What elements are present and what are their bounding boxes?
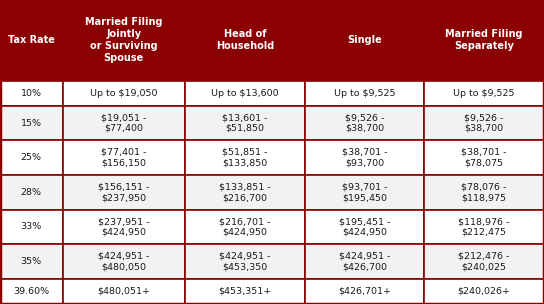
Bar xyxy=(63,0,185,81)
Text: Single: Single xyxy=(347,35,382,45)
Bar xyxy=(185,0,305,81)
Text: Up to $19,050: Up to $19,050 xyxy=(90,89,158,98)
Bar xyxy=(185,279,305,304)
Bar xyxy=(424,81,544,106)
Bar xyxy=(305,0,424,81)
Text: $13,601 -
$51,850: $13,601 - $51,850 xyxy=(222,113,268,133)
Text: Married Filing
Jointly
or Surviving
Spouse: Married Filing Jointly or Surviving Spou… xyxy=(85,17,163,63)
Text: 10%: 10% xyxy=(21,89,42,98)
Bar xyxy=(185,140,305,175)
Text: $19,051 -
$77,400: $19,051 - $77,400 xyxy=(101,113,146,133)
Text: $38,701 -
$93,700: $38,701 - $93,700 xyxy=(342,148,387,168)
Bar xyxy=(0,0,63,81)
Bar xyxy=(305,244,424,279)
Bar xyxy=(424,209,544,244)
Bar xyxy=(0,106,63,140)
Text: Up to $13,600: Up to $13,600 xyxy=(211,89,279,98)
Text: $195,451 -
$424,950: $195,451 - $424,950 xyxy=(339,217,390,237)
Bar xyxy=(63,279,185,304)
Text: $51,851 -
$133,850: $51,851 - $133,850 xyxy=(222,148,268,168)
Text: $424,951 -
$453,350: $424,951 - $453,350 xyxy=(219,252,270,271)
Bar xyxy=(185,106,305,140)
Bar xyxy=(185,209,305,244)
Text: 25%: 25% xyxy=(21,153,42,162)
Bar xyxy=(305,175,424,209)
Bar xyxy=(63,244,185,279)
Text: 15%: 15% xyxy=(21,119,42,128)
Bar xyxy=(63,209,185,244)
Text: $240,026+: $240,026+ xyxy=(458,287,511,296)
Bar xyxy=(185,175,305,209)
Text: Married Filing
Separately: Married Filing Separately xyxy=(446,29,523,51)
Text: $78,076 -
$118,975: $78,076 - $118,975 xyxy=(461,182,507,202)
Text: $9,526 -
$38,700: $9,526 - $38,700 xyxy=(345,113,384,133)
Text: Up to $9,525: Up to $9,525 xyxy=(453,89,515,98)
Text: $118,976 -
$212,475: $118,976 - $212,475 xyxy=(459,217,510,237)
Bar xyxy=(0,279,63,304)
Bar xyxy=(185,81,305,106)
Bar xyxy=(63,175,185,209)
Bar xyxy=(424,106,544,140)
Text: $453,351+: $453,351+ xyxy=(218,287,271,296)
Text: $133,851 -
$216,700: $133,851 - $216,700 xyxy=(219,182,270,202)
Bar xyxy=(424,279,544,304)
Text: Head of
Household: Head of Household xyxy=(215,29,274,51)
Bar xyxy=(185,244,305,279)
Bar xyxy=(305,140,424,175)
Text: 39.60%: 39.60% xyxy=(13,287,50,296)
Bar xyxy=(0,175,63,209)
Bar xyxy=(0,209,63,244)
Bar xyxy=(0,140,63,175)
Bar xyxy=(424,175,544,209)
Text: Up to $9,525: Up to $9,525 xyxy=(333,89,395,98)
Text: $216,701 -
$424,950: $216,701 - $424,950 xyxy=(219,217,270,237)
Text: $9,526 -
$38,700: $9,526 - $38,700 xyxy=(465,113,504,133)
Text: $212,476 -
$240,025: $212,476 - $240,025 xyxy=(459,252,510,271)
Text: $424,951 -
$480,050: $424,951 - $480,050 xyxy=(98,252,150,271)
Text: $237,951 -
$424,950: $237,951 - $424,950 xyxy=(98,217,150,237)
Text: $38,701 -
$78,075: $38,701 - $78,075 xyxy=(461,148,507,168)
Text: Tax Rate: Tax Rate xyxy=(8,35,55,45)
Bar xyxy=(424,244,544,279)
Text: $426,701+: $426,701+ xyxy=(338,287,391,296)
Text: $77,401 -
$156,150: $77,401 - $156,150 xyxy=(101,148,146,168)
Bar xyxy=(424,0,544,81)
Bar xyxy=(305,106,424,140)
Bar xyxy=(305,209,424,244)
Text: $424,951 -
$426,700: $424,951 - $426,700 xyxy=(339,252,390,271)
Bar xyxy=(305,81,424,106)
Bar xyxy=(63,81,185,106)
Bar xyxy=(424,140,544,175)
Text: $480,051+: $480,051+ xyxy=(97,287,150,296)
Text: 35%: 35% xyxy=(21,257,42,266)
Bar xyxy=(0,81,63,106)
Bar xyxy=(63,140,185,175)
Text: $93,701 -
$195,450: $93,701 - $195,450 xyxy=(342,182,387,202)
Text: 28%: 28% xyxy=(21,188,42,197)
Bar xyxy=(0,244,63,279)
Text: 33%: 33% xyxy=(21,223,42,231)
Bar xyxy=(305,279,424,304)
Bar xyxy=(63,106,185,140)
Text: $156,151 -
$237,950: $156,151 - $237,950 xyxy=(98,182,150,202)
